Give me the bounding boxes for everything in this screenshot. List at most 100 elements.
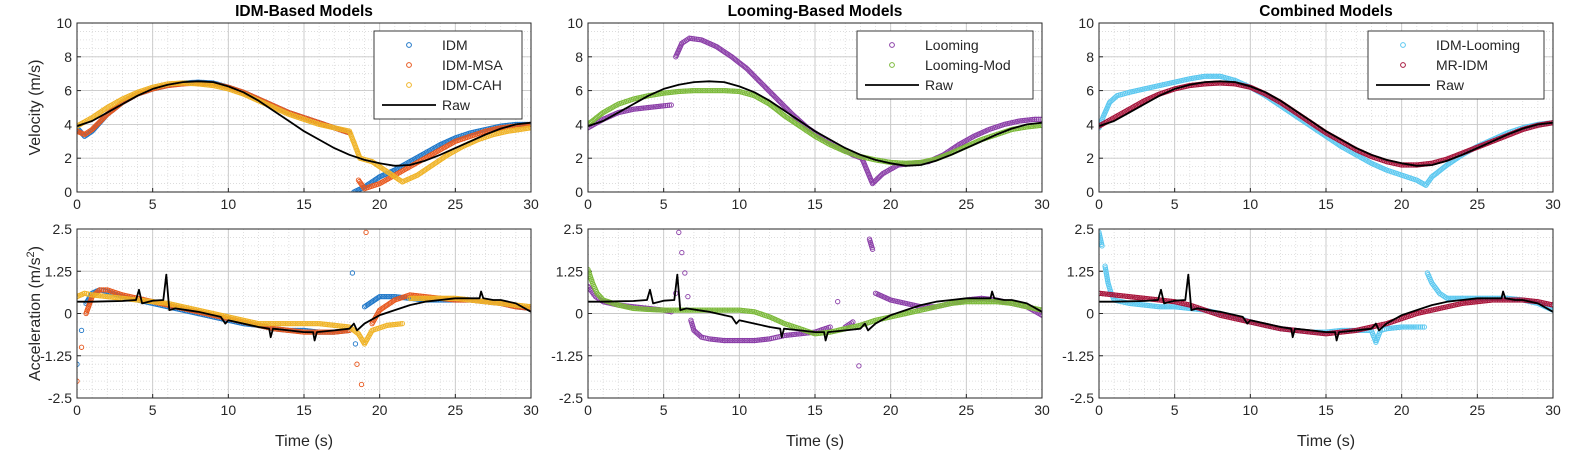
data-layer bbox=[1099, 229, 1553, 345]
data-point bbox=[704, 87, 711, 94]
x-tick-label: 25 bbox=[1470, 196, 1486, 212]
data-point bbox=[289, 320, 295, 327]
data-layer bbox=[77, 79, 531, 192]
x-tick-label: 10 bbox=[732, 196, 748, 212]
data-point bbox=[987, 299, 993, 305]
y-tick-label: -1.25 bbox=[551, 348, 583, 364]
x-tick-label: 5 bbox=[1171, 402, 1179, 418]
data-point bbox=[308, 320, 314, 327]
x-axis-label: Time (s) bbox=[1297, 433, 1355, 450]
x-tick-label: 20 bbox=[883, 196, 899, 212]
data-point bbox=[661, 307, 667, 313]
legend-label: Looming bbox=[925, 37, 979, 53]
x-tick-label: 30 bbox=[1545, 402, 1561, 418]
data-point bbox=[835, 299, 841, 305]
legend-marker-swatch bbox=[1400, 62, 1406, 68]
data-point bbox=[1039, 116, 1042, 122]
data-point bbox=[679, 88, 685, 94]
data-point bbox=[281, 320, 287, 327]
data-point bbox=[424, 295, 430, 301]
data-point bbox=[314, 320, 321, 327]
data-point bbox=[1165, 304, 1171, 310]
axes-frame bbox=[1098, 228, 1554, 399]
data-point bbox=[963, 299, 969, 305]
data-point bbox=[311, 320, 317, 327]
data-point bbox=[274, 320, 280, 327]
y-tick-label: 6 bbox=[64, 83, 72, 99]
data-point bbox=[666, 307, 672, 313]
data-point bbox=[723, 88, 729, 94]
data-point bbox=[382, 293, 388, 300]
data-point bbox=[1163, 304, 1169, 310]
data-point bbox=[632, 305, 638, 312]
data-point bbox=[407, 295, 413, 301]
x-tick-label: 20 bbox=[1394, 402, 1410, 418]
data-point bbox=[272, 320, 279, 327]
data-point bbox=[733, 307, 739, 313]
data-point bbox=[827, 324, 833, 330]
raw-line bbox=[1099, 273, 1553, 342]
y-tick-label: -2.5 bbox=[1070, 390, 1094, 406]
data-point bbox=[736, 337, 742, 344]
data-point bbox=[672, 307, 679, 313]
data-point bbox=[682, 88, 689, 94]
y-tick-label: -1.25 bbox=[40, 348, 72, 364]
data-point bbox=[686, 88, 692, 94]
data-point bbox=[385, 293, 391, 300]
data-point bbox=[652, 307, 658, 313]
data-point bbox=[724, 88, 731, 94]
axes-frame bbox=[587, 228, 1043, 399]
y-tick-label: 4 bbox=[64, 116, 72, 132]
legend-item-idm-looming: IDM-Looming bbox=[1400, 37, 1520, 53]
data-point bbox=[642, 306, 648, 312]
data-point bbox=[100, 287, 107, 293]
data-point bbox=[266, 320, 272, 327]
legend-label: Raw bbox=[442, 97, 471, 113]
y-tick-label: 2.5 bbox=[53, 221, 73, 237]
data-point bbox=[588, 283, 591, 290]
data-point bbox=[650, 307, 657, 313]
data-point bbox=[1039, 312, 1042, 318]
panel-title: IDM-Based Models bbox=[235, 3, 373, 20]
data-point bbox=[741, 337, 748, 344]
data-point bbox=[856, 363, 862, 369]
data-point bbox=[729, 88, 736, 94]
x-tick-label: 5 bbox=[149, 402, 157, 418]
data-point bbox=[746, 337, 753, 344]
data-point bbox=[731, 88, 737, 94]
data-point bbox=[1412, 324, 1418, 330]
data-point bbox=[639, 306, 645, 312]
data-point bbox=[982, 299, 988, 305]
y-tick-label: 2 bbox=[575, 150, 583, 166]
data-point bbox=[721, 307, 727, 313]
data-point bbox=[698, 87, 704, 94]
y-tick-label: 6 bbox=[575, 83, 583, 99]
data-point bbox=[965, 299, 971, 305]
data-point bbox=[291, 320, 297, 327]
y-tick-label: -2.5 bbox=[48, 390, 72, 406]
data-point bbox=[740, 337, 746, 344]
data-layer bbox=[588, 229, 1042, 369]
data-point bbox=[286, 320, 292, 327]
data-point bbox=[728, 307, 734, 313]
data-point bbox=[97, 287, 103, 293]
y-tick-label: 0 bbox=[1086, 306, 1094, 322]
data-point bbox=[78, 344, 85, 350]
data-point bbox=[299, 320, 305, 327]
x-tick-label: 5 bbox=[660, 196, 668, 212]
data-point bbox=[726, 88, 732, 94]
data-point bbox=[716, 87, 722, 94]
data-point bbox=[662, 102, 669, 109]
x-tick-label: 15 bbox=[807, 196, 823, 212]
data-point bbox=[1156, 304, 1163, 310]
y-axis-label-close: ) bbox=[27, 246, 44, 251]
y-tick-label: 10 bbox=[1078, 15, 1094, 31]
legend: Looming Looming-Mod Raw bbox=[856, 30, 1034, 100]
data-point bbox=[681, 88, 687, 94]
y-tick-label: 8 bbox=[64, 49, 72, 65]
data-point bbox=[1402, 324, 1408, 330]
data-point bbox=[399, 320, 406, 327]
x-tick-label: 0 bbox=[73, 196, 81, 212]
axes-frame bbox=[587, 22, 1043, 193]
data-point bbox=[674, 307, 680, 313]
